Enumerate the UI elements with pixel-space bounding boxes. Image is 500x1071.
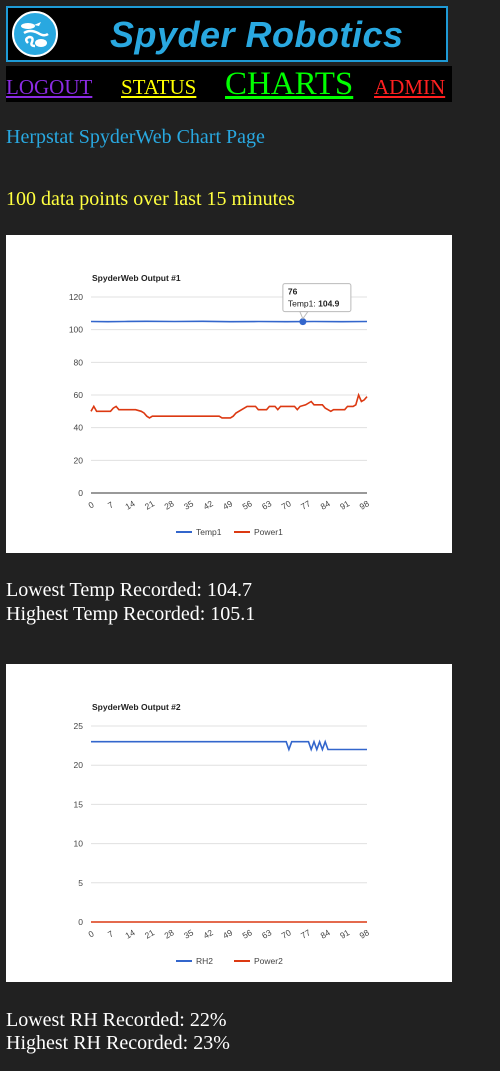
x-tick-label: 77: [299, 498, 312, 512]
legend-label-power1: Power1: [254, 527, 283, 537]
x-tick-label: 7: [106, 499, 115, 510]
x-tick-label: 7: [106, 928, 115, 939]
y-tick-label: 80: [74, 357, 84, 367]
x-tick-label: 0: [86, 928, 95, 939]
chart-output-2[interactable]: SpyderWeb Output #2 0 5 10 15 20 25 0 7 14 21 28 35 4…: [6, 664, 452, 982]
tooltip-x-label: 76: [288, 287, 298, 297]
x-tick-label: 91: [338, 498, 351, 512]
y-tick-label: 100: [69, 325, 83, 335]
highest-temp-stat: Highest Temp Recorded: 105.1: [6, 603, 256, 625]
reptile-logo-graphic: [21, 22, 49, 48]
tooltip-point: [299, 318, 307, 326]
y-tick-label: 25: [74, 721, 84, 731]
x-tick-label: 49: [221, 498, 234, 512]
lowest-rh-stat: Lowest RH Recorded: 22%: [6, 1009, 227, 1031]
data-points-subtitle: 100 data points over last 15 minutes: [6, 188, 295, 210]
series-line-power1: [90, 392, 368, 419]
y-tick-label: 20: [74, 455, 84, 465]
x-tick-label: 63: [260, 498, 273, 512]
y-tick-label: 0: [78, 488, 83, 498]
tooltip-box: [282, 283, 352, 313]
nav-status-link[interactable]: STATUS: [121, 75, 197, 99]
x-tick-label: 91: [338, 927, 351, 941]
main-nav: LOGOUT STATUS CHARTS ADMIN: [6, 66, 452, 102]
x-tick-label: 21: [143, 927, 156, 941]
y-tick-label: 5: [78, 878, 83, 888]
tooltip-pointer: [299, 311, 309, 320]
header-banner: Spyder Robotics: [6, 6, 448, 62]
legend-label-power2: Power2: [254, 956, 283, 966]
x-tick-label: 14: [123, 498, 136, 512]
x-tick-label: 63: [260, 927, 273, 941]
x-tick-label: 42: [201, 498, 214, 512]
y-tick-label: 120: [69, 292, 83, 302]
chart-title: SpyderWeb Output #1: [92, 273, 181, 283]
x-tick-label: 21: [143, 498, 156, 512]
x-tick-label: 56: [241, 498, 254, 512]
x-tick-label: 98: [358, 498, 371, 512]
x-tick-label: 70: [280, 927, 293, 941]
y-tick-label: 10: [74, 839, 84, 849]
x-tick-label: 28: [162, 498, 175, 512]
y-tick-label: 60: [74, 390, 84, 400]
tooltip-value-label: Temp1: 104.9: [288, 299, 340, 309]
x-tick-label: 35: [182, 927, 195, 941]
x-tick-label: 56: [241, 927, 254, 941]
reptile-logo-icon: [12, 11, 58, 57]
x-tick-label: 84: [319, 498, 332, 512]
app-title: Spyder Robotics: [110, 14, 404, 55]
chart-output-1[interactable]: SpyderWeb Output #1 0 20 40 60 80 100 120 0 7 14 21…: [6, 235, 452, 553]
tooltip-value: 104.9: [318, 299, 340, 309]
page-title: Herpstat SpyderWeb Chart Page: [6, 126, 265, 148]
x-tick-label: 77: [299, 927, 312, 941]
x-tick-label: 98: [358, 927, 371, 941]
x-tick-label: 0: [86, 499, 95, 510]
series-line-rh2: [91, 739, 367, 752]
x-tick-label: 35: [182, 498, 195, 512]
x-tick-label: 70: [280, 498, 293, 512]
nav-admin-link[interactable]: ADMIN: [374, 75, 446, 99]
legend-label-rh2: RH2: [196, 956, 213, 966]
nav-logout-link[interactable]: LOGOUT: [6, 75, 93, 99]
legend-label-temp1: Temp1: [196, 527, 222, 537]
x-tick-label: 42: [201, 927, 214, 941]
y-tick-label: 15: [74, 799, 84, 809]
highest-rh-stat: Highest RH Recorded: 23%: [6, 1032, 230, 1054]
lowest-temp-stat: Lowest Temp Recorded: 104.7: [6, 579, 252, 601]
x-tick-label: 49: [221, 927, 234, 941]
tooltip-series-name: Temp1:: [288, 299, 318, 309]
y-tick-label: 0: [78, 917, 83, 927]
chart-title: SpyderWeb Output #2: [92, 702, 181, 712]
x-tick-label: 84: [319, 927, 332, 941]
x-tick-label: 14: [123, 927, 136, 941]
nav-charts-link[interactable]: CHARTS: [225, 66, 354, 102]
y-tick-label: 20: [74, 760, 84, 770]
y-tick-label: 40: [74, 423, 84, 433]
x-tick-label: 28: [162, 927, 175, 941]
